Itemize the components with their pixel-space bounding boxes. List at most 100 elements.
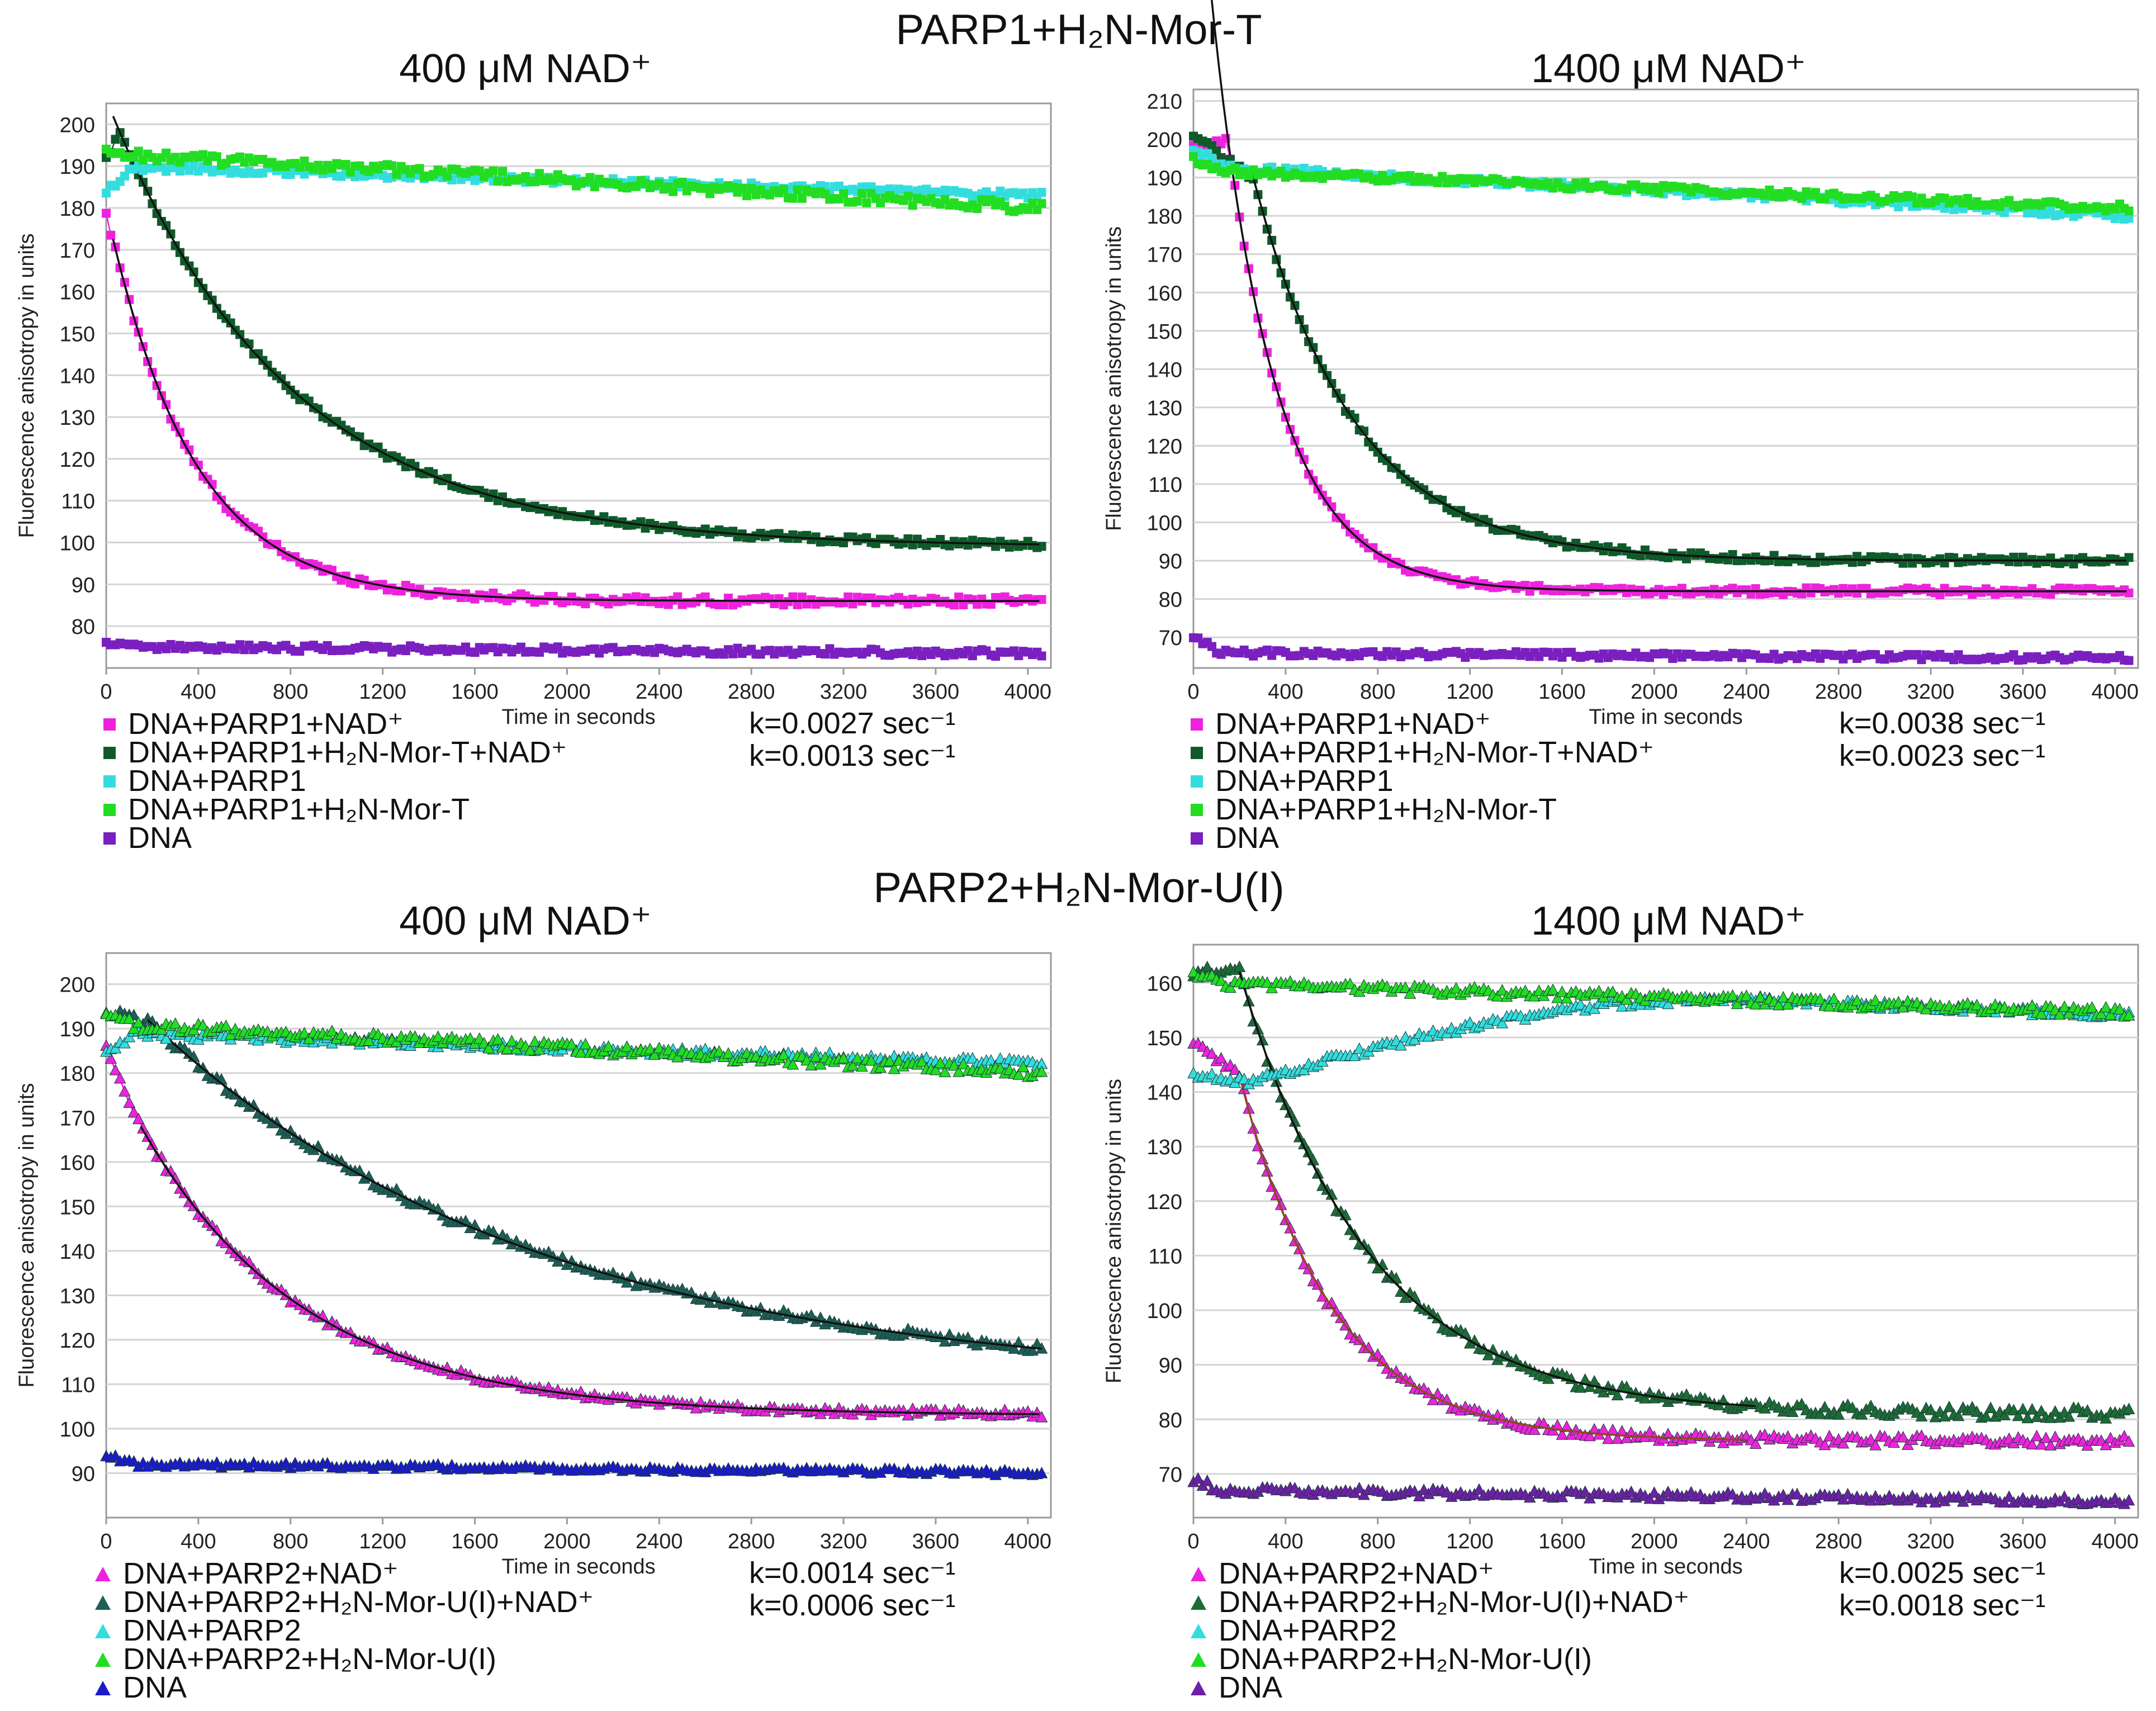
y-tick-label: 120	[1147, 435, 1182, 458]
legend-item: DNA+PARP2+H₂N-Mor-U(I)+NAD⁺	[1191, 1585, 1690, 1619]
data-point	[793, 600, 802, 609]
fit-curve	[140, 1126, 1040, 1415]
data-point	[934, 1056, 946, 1068]
series-2	[100, 1004, 1048, 1356]
x-tick-label: 800	[273, 1530, 308, 1553]
data-point	[1037, 595, 1046, 604]
x-tick-label: 800	[1360, 680, 1395, 704]
data-point	[530, 177, 539, 187]
data-point	[844, 592, 853, 601]
y-tick-label: 190	[60, 1018, 95, 1041]
x-tick-label: 400	[181, 680, 216, 704]
x-tick-label: 2000	[1631, 680, 1678, 704]
y-tick-label: 110	[61, 1373, 95, 1397]
y-tick-label: 170	[60, 1107, 95, 1130]
data-point	[109, 1041, 122, 1054]
legend-label: DNA+PARP2+NAD⁺	[1219, 1557, 1494, 1590]
x-axis-label: Time in seconds	[1589, 705, 1742, 729]
rates-bottom-right: k=0.0025 sec⁻¹ k=0.0018 sec⁻¹	[1839, 1557, 2045, 1622]
data-point	[851, 1051, 864, 1064]
data-point	[856, 1060, 868, 1072]
rate-constant: k=0.0027 sec⁻¹	[749, 707, 956, 740]
legend-swatch	[1191, 1623, 1206, 1638]
data-point	[197, 1018, 209, 1031]
data-point	[902, 1409, 914, 1421]
y-tick-label: 110	[61, 490, 95, 514]
data-point	[788, 193, 798, 203]
panel-title-bottom-right: 1400 μM NAD⁺	[1531, 899, 1806, 944]
data-point	[106, 230, 116, 240]
y-tick-label: 130	[1147, 1136, 1182, 1159]
legend-label: DNA+PARP1+NAD⁺	[128, 707, 404, 741]
y-axis-label: Fluorescence anisotropy in units	[15, 1083, 39, 1388]
data-point	[533, 1043, 546, 1055]
legend-swatch	[1191, 775, 1203, 788]
x-tick-label: 2400	[636, 1530, 683, 1553]
legend-label: DNA+PARP1+H₂N-Mor-T+NAD⁺	[1215, 736, 1655, 769]
data-point	[482, 1041, 495, 1054]
data-point	[953, 1065, 965, 1077]
data-point	[839, 189, 849, 198]
y-tick-label: 190	[1147, 167, 1182, 191]
x-tick-label: 2400	[1723, 680, 1770, 704]
rate-constant: k=0.0025 sec⁻¹	[1839, 1556, 2046, 1590]
y-tick-label: 190	[60, 155, 95, 179]
data-point	[916, 1055, 928, 1067]
series-5	[1189, 633, 2134, 665]
y-tick-label: 80	[1159, 1409, 1182, 1432]
legend-item: DNA+PARP1+NAD⁺	[1191, 707, 1654, 741]
y-tick-label: 150	[60, 323, 95, 346]
legend-label: DNA+PARP2+H₂N-Mor-U(I)	[1219, 1642, 1593, 1676]
x-tick-label: 2400	[1723, 1530, 1770, 1553]
legend-item: DNA+PARP2+H₂N-Mor-U(I)	[95, 1644, 594, 1674]
data-point	[852, 196, 862, 206]
y-tick-label: 110	[1148, 1245, 1182, 1268]
fit-curve	[1250, 168, 2127, 562]
legend-label: DNA+PARP1+H₂N-Mor-T+NAD⁺	[128, 736, 567, 769]
x-tick-label: 2000	[543, 680, 591, 704]
data-point	[704, 1296, 716, 1308]
data-point	[998, 1404, 1011, 1415]
x-axis-label: Time in seconds	[501, 1555, 655, 1579]
x-tick-label: 1200	[359, 680, 406, 704]
y-tick-label: 90	[72, 574, 95, 597]
data-point	[602, 1040, 615, 1052]
data-point	[585, 173, 595, 182]
fit-curve	[112, 116, 1040, 546]
data-point	[779, 184, 788, 194]
y-tick-label: 100	[60, 532, 95, 556]
legend-label: DNA+PARP2+H₂N-Mor-U(I)+NAD⁺	[1219, 1585, 1690, 1619]
x-tick-label: 3200	[820, 680, 868, 704]
x-tick-label: 3600	[1999, 1530, 2047, 1553]
data-point	[1037, 542, 1046, 551]
y-tick-label: 200	[60, 113, 95, 137]
data-point	[302, 1032, 315, 1044]
series-5	[102, 638, 1046, 661]
x-tick-label: 800	[273, 680, 308, 704]
y-tick-label: 170	[1147, 244, 1182, 267]
data-point	[809, 1050, 822, 1062]
section-title-parp2: PARP2+H₂N-Mor-U(I)	[873, 864, 1285, 912]
panel-title-top-left: 400 μM NAD⁺	[399, 46, 652, 91]
series-2	[102, 116, 1046, 552]
series-4	[1189, 151, 2134, 216]
series-1	[1189, 0, 2134, 600]
legend-swatch	[1191, 1566, 1206, 1581]
y-tick-label: 160	[1147, 282, 1182, 305]
x-tick-label: 4000	[1004, 1530, 1052, 1553]
data-point	[1037, 199, 1046, 208]
data-point	[643, 1042, 656, 1054]
y-tick-label: 90	[72, 1462, 95, 1486]
data-point	[212, 152, 221, 162]
data-point	[109, 1064, 122, 1075]
data-point	[949, 600, 959, 610]
y-tick-label: 180	[60, 1063, 95, 1086]
legend-label: DNA+PARP1+NAD⁺	[1215, 707, 1491, 741]
x-tick-label: 2000	[1631, 1530, 1678, 1553]
data-point	[948, 1059, 960, 1071]
legend-item: DNA+PARP2+H₂N-Mor-U(I)	[1191, 1642, 1689, 1676]
data-point	[797, 593, 807, 602]
data-point	[814, 1407, 827, 1419]
rate-constant: k=0.0018 sec⁻¹	[1839, 1589, 2046, 1622]
